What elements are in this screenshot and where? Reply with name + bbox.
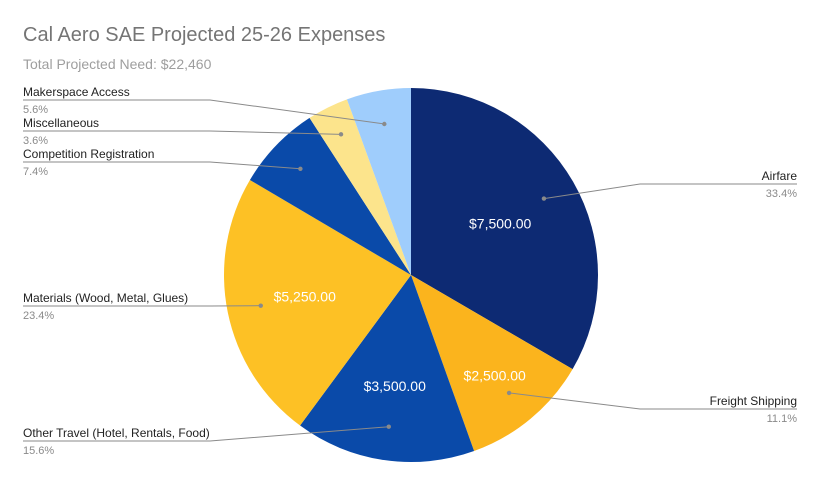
leader-dot-misc: [338, 132, 344, 137]
pie-slice-makerspace: [346, 88, 411, 275]
slice-label-competition: Competition Registration: [23, 147, 154, 161]
leader-dot-airfare: [541, 196, 547, 201]
pie-slice-travel: [300, 275, 475, 462]
chart-subtitle: Total Projected Need: $22,460: [23, 56, 212, 72]
pie-slice-airfare: [411, 88, 598, 370]
pie-slice-materials: [223, 179, 411, 426]
slice-percent-materials: 23.4%: [23, 310, 54, 322]
slice-percent-freight: 11.1%: [767, 413, 798, 425]
leader-line-travel: [23, 426, 389, 442]
slice-label-airfare: Airfare: [762, 169, 798, 183]
slice-value-label-travel: $3,500.00: [364, 378, 426, 394]
leader-dot-freight: [506, 390, 512, 396]
leader-dot-travel: [386, 424, 391, 429]
chart-title: Cal Aero SAE Projected 25-26 Expenses: [23, 24, 386, 46]
slice-value-labels: $7,500.00 $2,500.00 $3,500.00 $5,250.00: [274, 216, 532, 394]
leader-line-makerspace: [23, 99, 385, 125]
slice-label-misc: Miscellaneous: [23, 116, 99, 130]
pie-slice-misc: [309, 99, 411, 275]
slice-value-label-airfare: $7,500.00: [469, 216, 531, 232]
slice-value-label-freight: $2,500.00: [464, 368, 526, 384]
leader-line-competition: [23, 161, 301, 170]
leader-dot-competition: [298, 166, 303, 171]
slice-label-freight: Freight Shipping: [710, 394, 797, 408]
slice-percent-competition: 7.4%: [23, 166, 48, 178]
slice-label-makerspace: Makerspace Access: [23, 85, 130, 99]
leader-line-airfare: [543, 183, 797, 200]
leader-dot-makerspace: [382, 121, 387, 127]
leader-line-misc: [23, 130, 342, 135]
slice-percent-makerspace: 5.6%: [23, 104, 48, 116]
slice-label-materials: Materials (Wood, Metal, Glues): [23, 291, 188, 305]
leader-line-freight: [508, 392, 797, 410]
pie-slice-freight: [411, 275, 573, 452]
slice-percent-travel: 15.6%: [23, 445, 54, 457]
slice-callouts: Airfare 33.4% Freight Shipping 11.1% Other T…: [23, 85, 797, 457]
slice-percent-airfare: 33.4%: [766, 188, 797, 200]
slice-label-travel: Other Travel (Hotel, Rentals, Food): [23, 426, 210, 440]
pie-slice-competition: [249, 117, 411, 275]
slice-value-label-materials: $5,250.00: [274, 289, 336, 305]
pie-slices: [223, 88, 598, 462]
slice-percent-misc: 3.6%: [23, 135, 48, 147]
leader-dot-materials: [258, 303, 263, 308]
